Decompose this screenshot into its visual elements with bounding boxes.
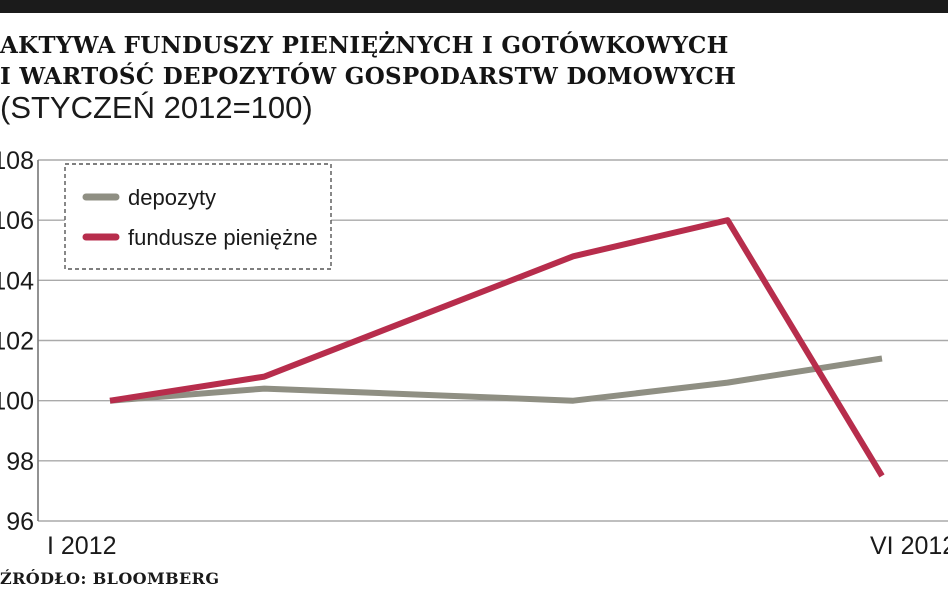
series-line-1 [109,217,885,478]
y-tick-label-100: 100 [0,388,34,416]
chart-subtitle: (STYCZEŃ 2012=100) [0,90,313,125]
legend-box [64,163,332,270]
series-line-0 [109,355,883,404]
y-tick-label-104: 104 [0,267,34,295]
title-line-2: I WARTOŚĆ DEPOZYTÓW GOSPODARSTW DOMOWYCH [0,63,737,90]
top-bar [0,0,948,13]
legend-label-1: fundusze pieniężne [128,225,318,250]
y-tick-label-102: 102 [0,328,34,356]
x-tick-label-first: I 2012 [47,532,117,560]
x-tick-label-last: VI 2012 [870,532,948,560]
title-line-1: AKTYWA FUNDUSZY PIENIĘŻNYCH I GOTÓWKOWYC… [0,32,729,59]
y-tick-label-98: 98 [6,448,34,476]
y-tick-label-108: 108 [0,147,34,175]
source-note: ŹRÓDŁO: BLOOMBERG [0,569,220,588]
legend-label-0: depozyty [128,185,216,210]
y-tick-label-106: 106 [0,207,34,235]
y-tick-label-96: 96 [6,508,34,536]
chart-title: AKTYWA FUNDUSZY PIENIĘŻNYCH I GOTÓWKOWYC… [0,30,948,92]
